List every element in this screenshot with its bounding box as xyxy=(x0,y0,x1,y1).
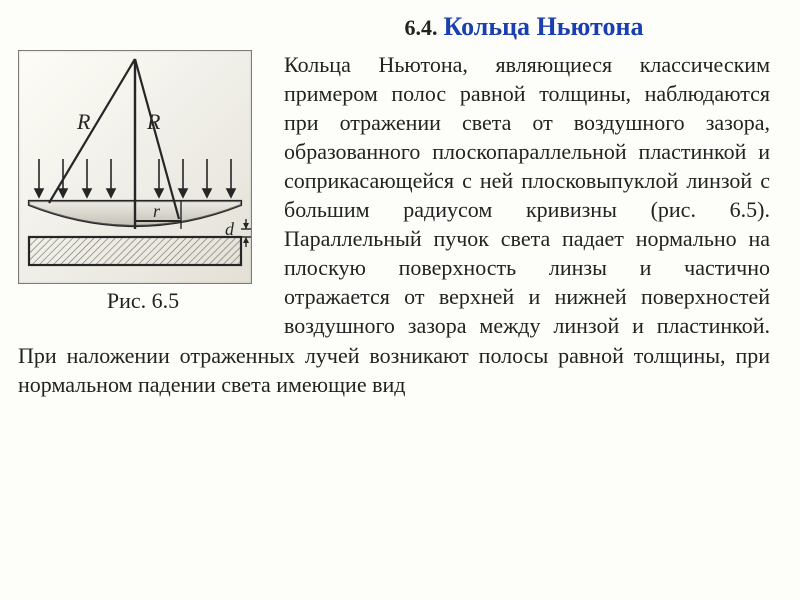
figure: R R r d Рис. 6.5 xyxy=(18,50,268,314)
section-heading: 6.4. Кольца Ньютона xyxy=(278,10,770,44)
label-r: r xyxy=(153,201,161,221)
section-number: 6.4. xyxy=(405,15,438,40)
label-d: d xyxy=(225,219,235,239)
section-title: Кольца Ньютона xyxy=(444,12,644,41)
label-R-left: R xyxy=(76,109,91,134)
figure-diagram: R R r d xyxy=(18,50,252,284)
figure-caption: Рис. 6.5 xyxy=(18,288,268,314)
label-R-right: R xyxy=(146,109,161,134)
